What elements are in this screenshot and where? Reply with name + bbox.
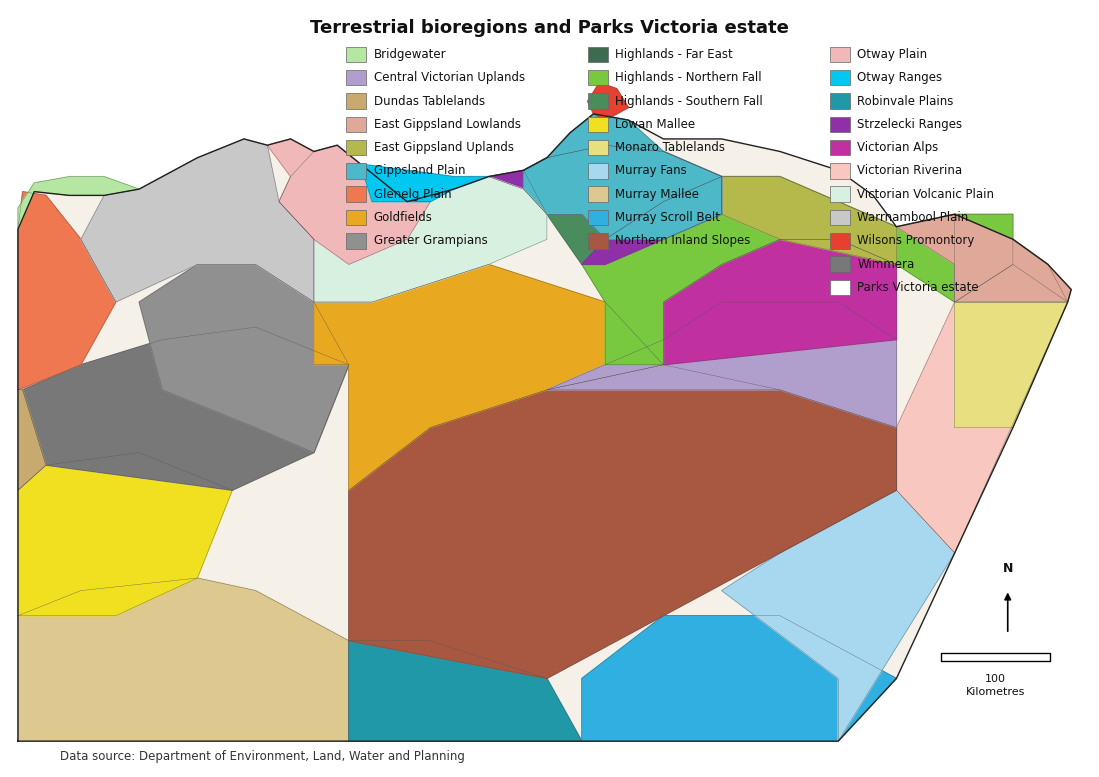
Polygon shape	[267, 139, 431, 264]
Text: Highlands - Northern Fall: Highlands - Northern Fall	[615, 71, 762, 84]
Polygon shape	[348, 364, 897, 678]
Polygon shape	[348, 641, 581, 741]
Text: Central Victorian Uplands: Central Victorian Uplands	[374, 71, 525, 84]
Text: Wilsons Promontory: Wilsons Promontory	[857, 235, 975, 247]
Polygon shape	[581, 615, 897, 741]
Text: Murray Scroll Belt: Murray Scroll Belt	[615, 211, 721, 224]
Polygon shape	[897, 264, 1068, 553]
Text: East Gippsland Lowlands: East Gippsland Lowlands	[374, 118, 521, 131]
Text: Greater Grampians: Greater Grampians	[374, 235, 488, 247]
Text: Murray Fans: Murray Fans	[615, 165, 687, 177]
Polygon shape	[897, 214, 1072, 302]
Text: Otway Plain: Otway Plain	[857, 48, 928, 61]
Text: Highlands - Southern Fall: Highlands - Southern Fall	[615, 95, 763, 107]
Text: Lowan Mallee: Lowan Mallee	[615, 118, 696, 131]
Text: Wimmera: Wimmera	[857, 258, 914, 270]
Polygon shape	[547, 302, 897, 427]
Text: Murray Mallee: Murray Mallee	[615, 188, 699, 200]
Text: Highlands - Far East: Highlands - Far East	[615, 48, 733, 61]
Polygon shape	[581, 176, 1013, 364]
Text: Terrestrial bioregions and Parks Victoria estate: Terrestrial bioregions and Parks Victori…	[310, 19, 789, 37]
Text: Dundas Tablelands: Dundas Tablelands	[374, 95, 485, 107]
Polygon shape	[23, 327, 348, 490]
Polygon shape	[664, 239, 897, 364]
Text: Gippsland Plain: Gippsland Plain	[374, 165, 465, 177]
Text: Victorian Alps: Victorian Alps	[857, 141, 939, 154]
Text: N: N	[1002, 562, 1013, 574]
Polygon shape	[722, 490, 955, 741]
Text: Robinvale Plains: Robinvale Plains	[857, 95, 954, 107]
Polygon shape	[360, 164, 489, 202]
Polygon shape	[955, 214, 1068, 302]
Text: Monaro Tablelands: Monaro Tablelands	[615, 141, 725, 154]
Polygon shape	[588, 82, 629, 120]
Text: Glenelg Plain: Glenelg Plain	[374, 188, 452, 200]
Polygon shape	[18, 390, 46, 490]
Text: Otway Ranges: Otway Ranges	[857, 71, 942, 84]
Polygon shape	[18, 176, 140, 229]
Text: Kilometres: Kilometres	[966, 688, 1025, 698]
Text: Strzelecki Ranges: Strzelecki Ranges	[857, 118, 963, 131]
Polygon shape	[722, 176, 897, 264]
Text: Victorian Riverina: Victorian Riverina	[857, 165, 963, 177]
Polygon shape	[18, 114, 1072, 741]
Text: Data source: Department of Environment, Land, Water and Planning: Data source: Department of Environment, …	[60, 750, 465, 763]
Text: Bridgewater: Bridgewater	[374, 48, 446, 61]
Text: 100: 100	[985, 674, 1006, 684]
Text: Goldfields: Goldfields	[374, 211, 433, 224]
Polygon shape	[81, 139, 314, 302]
Polygon shape	[279, 145, 547, 302]
Polygon shape	[523, 114, 722, 239]
Polygon shape	[314, 264, 664, 490]
Polygon shape	[489, 145, 722, 264]
Polygon shape	[18, 192, 115, 390]
Text: Victorian Volcanic Plain: Victorian Volcanic Plain	[857, 188, 995, 200]
Polygon shape	[955, 302, 1068, 427]
Bar	[941, 653, 1051, 661]
Polygon shape	[18, 578, 348, 741]
Text: Parks Victoria estate: Parks Victoria estate	[857, 281, 979, 294]
Text: Northern Inland Slopes: Northern Inland Slopes	[615, 235, 751, 247]
Text: Warrnambool Plain: Warrnambool Plain	[857, 211, 968, 224]
Polygon shape	[140, 264, 348, 452]
Polygon shape	[523, 145, 722, 264]
Text: East Gippsland Uplands: East Gippsland Uplands	[374, 141, 513, 154]
Polygon shape	[18, 452, 232, 615]
